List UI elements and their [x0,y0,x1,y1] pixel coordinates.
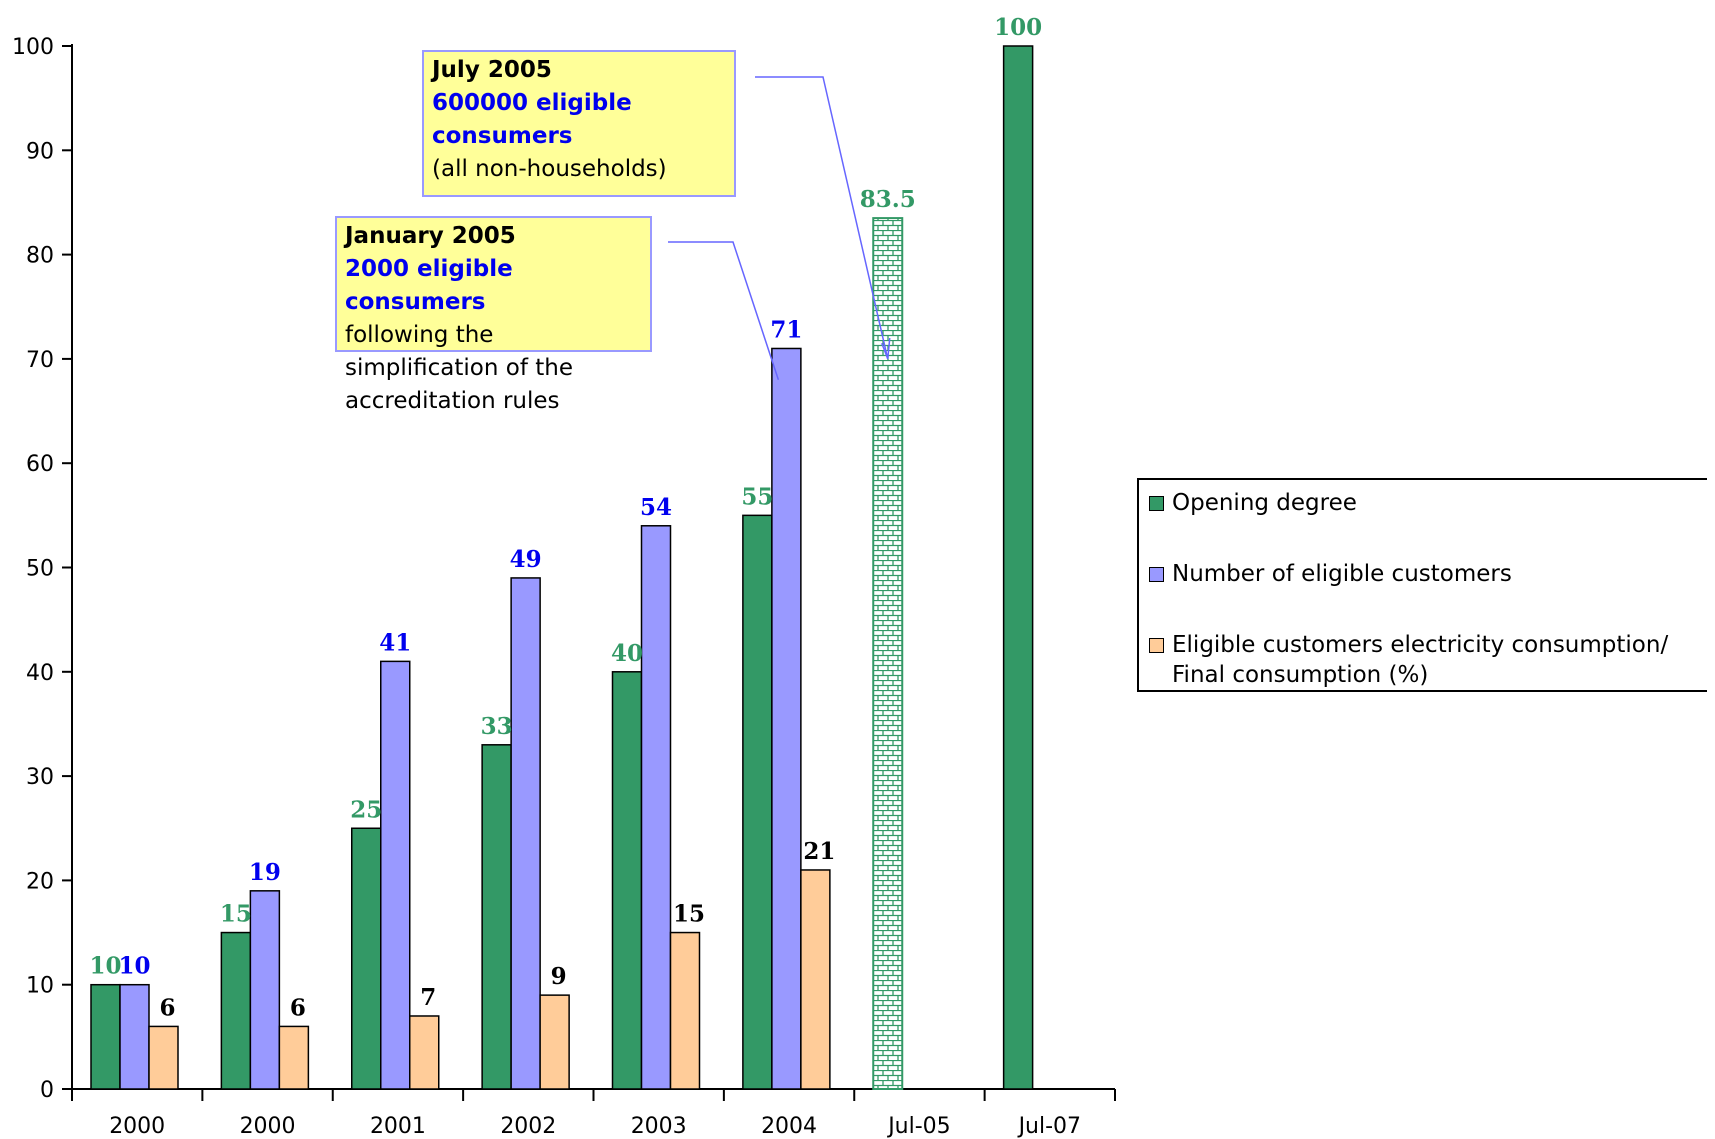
bar [1002,45,1034,1090]
legend-swatch-eligible-customers [1149,567,1164,582]
y-tick-label: 10 [26,974,54,999]
bar-value-label: 9 [551,963,567,990]
x-tick-label: 2000 [109,1114,165,1139]
y-tick-label: 50 [26,557,54,582]
bar-value-label: 49 [510,546,542,573]
bar-value-label: 55 [741,483,773,510]
legend-swatch-consumption-share [1149,638,1164,653]
x-tick-label: 2003 [631,1114,687,1139]
y-tick-label: 70 [26,348,54,373]
legend-label-eligible-customers: Number of eligible customers [1172,561,1512,587]
value-labels: 10 15 25 33 40 55 83.5 100 10 19 41 49 54 71 6 6 7 9 15 21 [89,14,1042,1021]
bar-value-label: 19 [249,859,281,886]
bar [351,827,382,1090]
y-tick-label: 30 [26,765,54,790]
legend-item-opening-degree: Opening degree [1149,488,1357,518]
bar [742,514,773,1090]
callout-january-2005: January 2005 2000 eligible consumers fol… [335,216,652,414]
bar [90,983,121,1090]
bar-value-label: 10 [89,953,121,980]
callout-january-title: January 2005 [345,223,516,249]
bar-value-label: 100 [994,14,1042,41]
callout-july-title: July 2005 [432,57,552,83]
callout-july-leader [755,76,889,360]
bar [872,217,904,1091]
bar [510,577,541,1090]
bar-value-label: 25 [350,796,382,823]
y-tick-label: 20 [26,869,54,894]
x-tick-label: 2001 [370,1114,426,1139]
bar [119,983,150,1090]
x-tick-label: 2000 [240,1114,296,1139]
bar-value-label: 40 [611,640,643,667]
bar-value-label: 83.5 [860,186,916,213]
bar [800,869,831,1090]
bar [148,1025,179,1090]
bar-value-label: 10 [118,953,150,980]
bar [380,660,411,1090]
bar-value-label: 71 [770,316,802,343]
y-tick-label: 40 [26,661,54,686]
legend-swatch-opening-degree [1149,496,1164,511]
bar-value-label: 7 [420,984,436,1011]
bar-value-label: 15 [673,901,705,928]
bar-value-label: 6 [159,994,175,1021]
callout-july-2005: July 2005 600000 eligible consumers (all… [422,50,736,197]
axes: 0 10 20 30 40 50 60 70 80 90 100 2000 2000 2001 2002 20… [12,35,1116,1139]
x-tick-label: 2002 [500,1114,556,1139]
bar [249,890,281,1090]
legend-item-consumption-share: Eligible customers electricity consumpti… [1149,630,1694,690]
callout-january-highlight: 2000 eligible consumers [345,256,513,315]
bar [220,931,252,1090]
bar [771,347,802,1090]
callout-july-arrowhead [881,337,891,360]
bar-value-label: 21 [803,838,835,865]
bar-value-label: 41 [379,629,411,656]
y-tick-label: 90 [26,139,54,164]
bar [481,744,512,1090]
bar [539,994,570,1090]
y-tick-label: 60 [26,452,54,477]
bar [669,931,701,1090]
callout-january-leader [668,241,780,380]
x-tick-label: Jul-05 [886,1114,950,1139]
legend: Opening degree Number of eligible custom… [1137,478,1707,692]
callout-january-note: following the simplification of the accr… [345,322,573,414]
y-tick-label: 0 [40,1078,54,1103]
x-tick-label: Jul-07 [1017,1114,1081,1139]
bar [611,671,643,1090]
bar [409,1015,440,1090]
callout-july-highlight: 600000 eligible consumers [432,90,632,149]
bar-value-label: 54 [640,494,672,521]
bar [278,1025,310,1090]
bars [90,45,1034,1091]
bar-value-label: 33 [481,713,513,740]
callout-leaders [668,76,891,380]
y-tick-label: 100 [12,35,54,60]
x-tick-label: 2004 [761,1114,817,1139]
legend-label-consumption-share: Eligible customers electricity consumpti… [1172,632,1669,688]
legend-item-eligible-customers: Number of eligible customers [1149,559,1512,589]
y-tick-label: 80 [26,244,54,269]
bar-value-label: 6 [290,994,306,1021]
bar-value-label: 15 [220,901,252,928]
callout-july-note: (all non-households) [432,156,667,182]
bar [640,525,672,1090]
legend-label-opening-degree: Opening degree [1172,490,1357,516]
